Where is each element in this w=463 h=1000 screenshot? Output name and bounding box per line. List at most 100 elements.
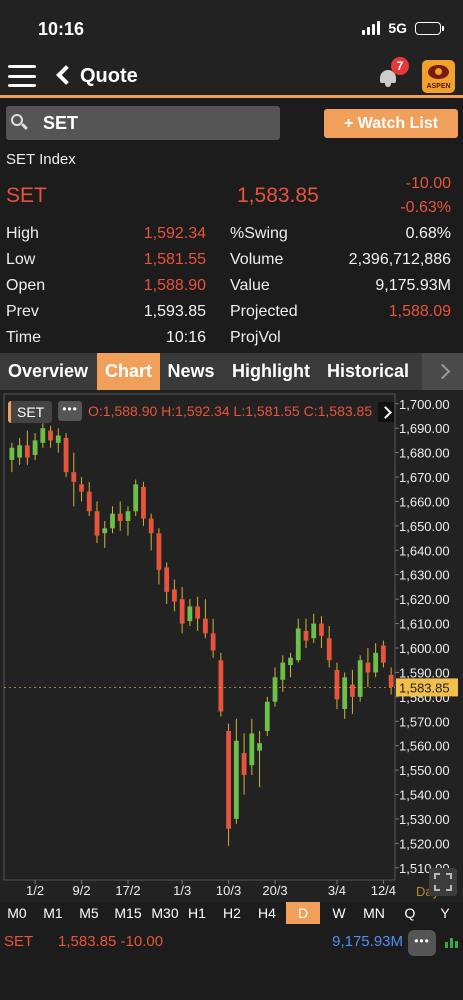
y-tick-label: 1,630.00 <box>399 568 450 583</box>
home-indicator-area <box>0 960 463 1000</box>
timeframe-bar: M0 M1 M5 M15 M30 H1 H2 H4 D W MN Q Y <box>0 902 463 926</box>
tab-highlight[interactable]: Highlight <box>232 361 310 381</box>
expand-icon[interactable] <box>429 868 457 896</box>
candle-body <box>156 533 162 570</box>
plot-area <box>3 393 396 881</box>
aspen-logo[interactable]: ASPEN <box>422 60 455 93</box>
stat-label: Time <box>6 329 41 346</box>
candle-body <box>319 623 324 636</box>
tab-overview[interactable]: Overview <box>7 361 89 381</box>
timeframe-w[interactable]: W <box>332 905 346 921</box>
timeframe-d[interactable]: D <box>286 902 320 924</box>
candle-body <box>210 633 216 651</box>
timeframe-m30[interactable]: M30 <box>151 905 179 921</box>
x-tick-label: 17/2 <box>115 883 140 898</box>
candle-body <box>179 599 185 624</box>
candle-body <box>311 623 317 639</box>
y-tick-label: 1,550.00 <box>399 763 450 778</box>
ticker-more-button[interactable]: ••• <box>408 930 436 956</box>
chart-more-button[interactable]: ••• <box>58 401 82 421</box>
candle-body <box>110 513 115 529</box>
price-change: -10.00 <box>405 175 451 192</box>
bell-icon[interactable] <box>379 67 397 87</box>
timeframe-mn[interactable]: MN <box>363 905 385 921</box>
back-icon[interactable] <box>56 65 76 85</box>
tab-historical[interactable]: Historical <box>326 361 410 381</box>
candle-body <box>357 660 363 697</box>
y-tick-label: 1,700.00 <box>399 397 450 412</box>
candle-body <box>280 662 286 680</box>
stat-value: 2,396,712,886 <box>348 251 451 268</box>
tab-chart[interactable]: Chart <box>97 353 160 390</box>
y-tick-label: 1,620.00 <box>399 592 450 607</box>
y-tick-label: 1,670.00 <box>399 470 450 485</box>
candle-body <box>71 472 77 482</box>
y-tick-label: 1,560.00 <box>399 739 450 754</box>
x-tick-label: 1/3 <box>173 883 191 898</box>
stat-label: %Swing <box>230 225 288 242</box>
ticker-symbol[interactable]: SET <box>4 933 34 950</box>
candle-body <box>94 511 100 536</box>
search-value[interactable]: SET <box>43 113 79 133</box>
y-tick-label: 1,540.00 <box>399 788 450 803</box>
menu-icon[interactable] <box>8 65 36 87</box>
candle-body <box>264 701 270 732</box>
timeframe-y[interactable]: Y <box>440 905 450 921</box>
x-tick-label: 20/3 <box>262 883 287 898</box>
y-tick-label: 1,590.00 <box>399 665 450 680</box>
chart-panel[interactable]: 1,700.00 1,690.00 1,680.00 1,670.00 1,660.00… <box>0 390 463 902</box>
chart-symbol-badge[interactable]: SET <box>8 401 52 423</box>
status-time: 10:16 <box>38 19 85 39</box>
search-input[interactable]: SET <box>6 106 280 140</box>
network-label: 5G <box>388 20 407 36</box>
candle-body <box>388 674 394 688</box>
tabs-scroll-right-icon[interactable] <box>422 353 463 390</box>
candle-body <box>233 740 239 819</box>
candlestick-chart[interactable]: 1,700.00 1,690.00 1,680.00 1,670.00 1,660.00… <box>0 390 463 902</box>
candle-body <box>218 660 224 712</box>
candle-body <box>257 743 262 751</box>
candle-body <box>125 511 131 521</box>
signal-icon <box>362 21 381 35</box>
stat-label: Value <box>230 277 270 294</box>
x-tick-label: 3/4 <box>328 883 346 898</box>
candle-body <box>226 731 231 829</box>
candle-body <box>32 440 38 456</box>
ticker-price-change: 1,583.85 -10.00 <box>58 933 164 950</box>
candle-body <box>334 669 340 700</box>
ticker-bar[interactable]: SET 1,583.85 -10.00 9,175.93M ••• <box>0 926 463 960</box>
timeframe-q[interactable]: Q <box>404 905 416 921</box>
timeframe-m0[interactable]: M0 <box>7 905 27 921</box>
stat-value: 1,581.55 <box>143 251 206 268</box>
candle-body <box>148 518 154 534</box>
stat-label: Open <box>6 277 46 294</box>
ohlc-scroll-icon[interactable] <box>378 402 394 422</box>
timeframe-h4[interactable]: H4 <box>258 905 276 921</box>
stat-label: Volume <box>230 251 284 268</box>
tab-news[interactable]: News <box>167 361 215 381</box>
timeframe-h1[interactable]: H1 <box>188 905 206 921</box>
mini-chart-icon[interactable] <box>444 936 458 950</box>
candle-body <box>86 491 92 512</box>
candle-body <box>187 606 193 622</box>
timeframe-h2[interactable]: H2 <box>223 905 241 921</box>
candle-body <box>172 589 177 602</box>
notification-badge[interactable]: 7 <box>391 57 409 75</box>
candle-body <box>9 447 15 460</box>
battery-icon <box>415 21 444 35</box>
candle-body <box>303 630 309 641</box>
index-name: SET Index <box>6 151 76 168</box>
y-tick-label: 1,610.00 <box>399 617 450 632</box>
tab-bar: Overview Chart News Highlight Historical <box>0 353 463 390</box>
timeframe-m5[interactable]: M5 <box>79 905 99 921</box>
logo-text: ASPEN <box>426 83 451 90</box>
quote-symbol: SET <box>6 184 47 207</box>
watch-list-button[interactable]: + Watch List <box>324 109 458 138</box>
candle-body <box>195 606 201 619</box>
stat-value: 9,175.93M <box>375 277 451 294</box>
candle-body <box>350 684 355 697</box>
search-row: SET + Watch List <box>0 101 463 145</box>
timeframe-m15[interactable]: M15 <box>114 905 142 921</box>
timeframe-m1[interactable]: M1 <box>43 905 63 921</box>
candle-body <box>365 662 371 673</box>
